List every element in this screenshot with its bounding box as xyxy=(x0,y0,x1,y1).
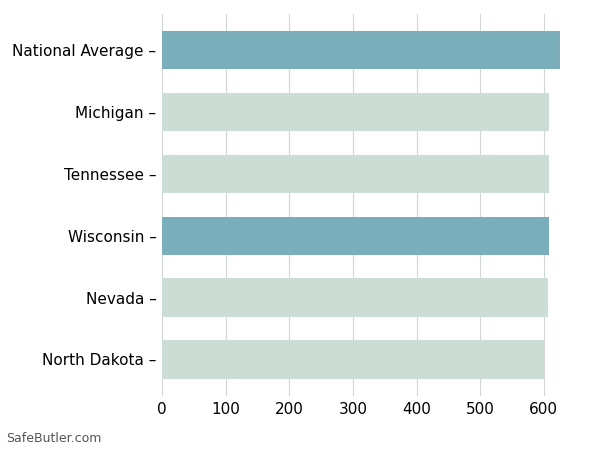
Bar xyxy=(162,93,549,131)
Bar xyxy=(162,31,560,69)
Bar xyxy=(162,279,548,317)
Bar xyxy=(162,155,549,193)
Text: SafeButler.com: SafeButler.com xyxy=(6,432,101,446)
Bar xyxy=(162,340,544,378)
Bar xyxy=(162,216,549,255)
